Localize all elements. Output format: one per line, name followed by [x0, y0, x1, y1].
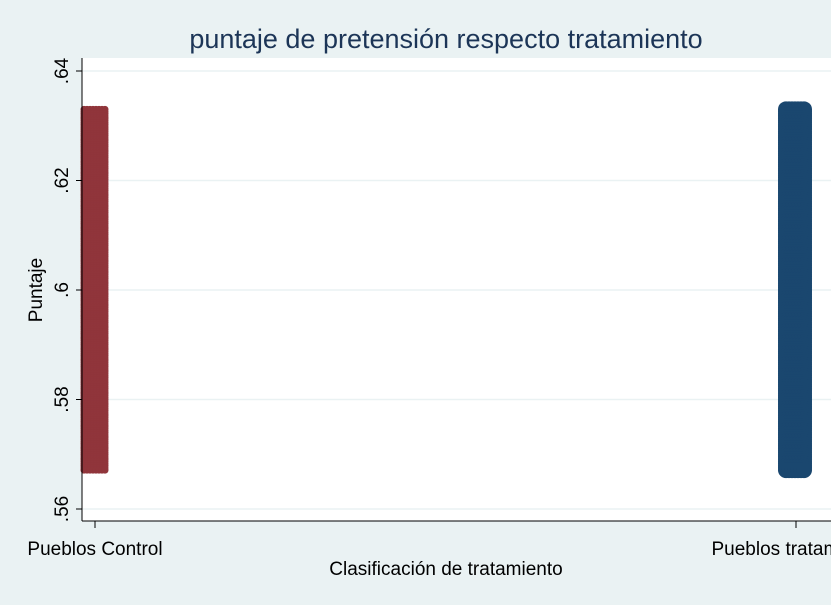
x-axis-title: Clasificación de tratamiento [329, 559, 562, 580]
data-marks [80, 101, 812, 479]
series-points [778, 101, 812, 479]
y-ticks: .56 .58 .6 .62 .64 [52, 57, 82, 522]
x-tick-label: Pueblos Control [27, 539, 162, 560]
y-tick-label: .62 [52, 167, 73, 193]
data-point [101, 466, 109, 474]
y-tick-label: .58 [52, 386, 73, 412]
y-tick-label: .64 [52, 57, 73, 84]
series-points [80, 105, 109, 474]
x-tick-label: Pueblos tratamiento [712, 539, 831, 560]
x-ticks: Pueblos Control Pueblos tratamiento [27, 521, 831, 560]
chart-title: puntaje de pretensión respecto tratamien… [189, 24, 702, 54]
grid-lines [82, 70, 831, 510]
data-point [796, 462, 812, 479]
y-tick-label: .6 [52, 282, 73, 298]
y-axis-title: Puntaje [26, 258, 47, 322]
y-tick-label: .56 [52, 496, 73, 522]
